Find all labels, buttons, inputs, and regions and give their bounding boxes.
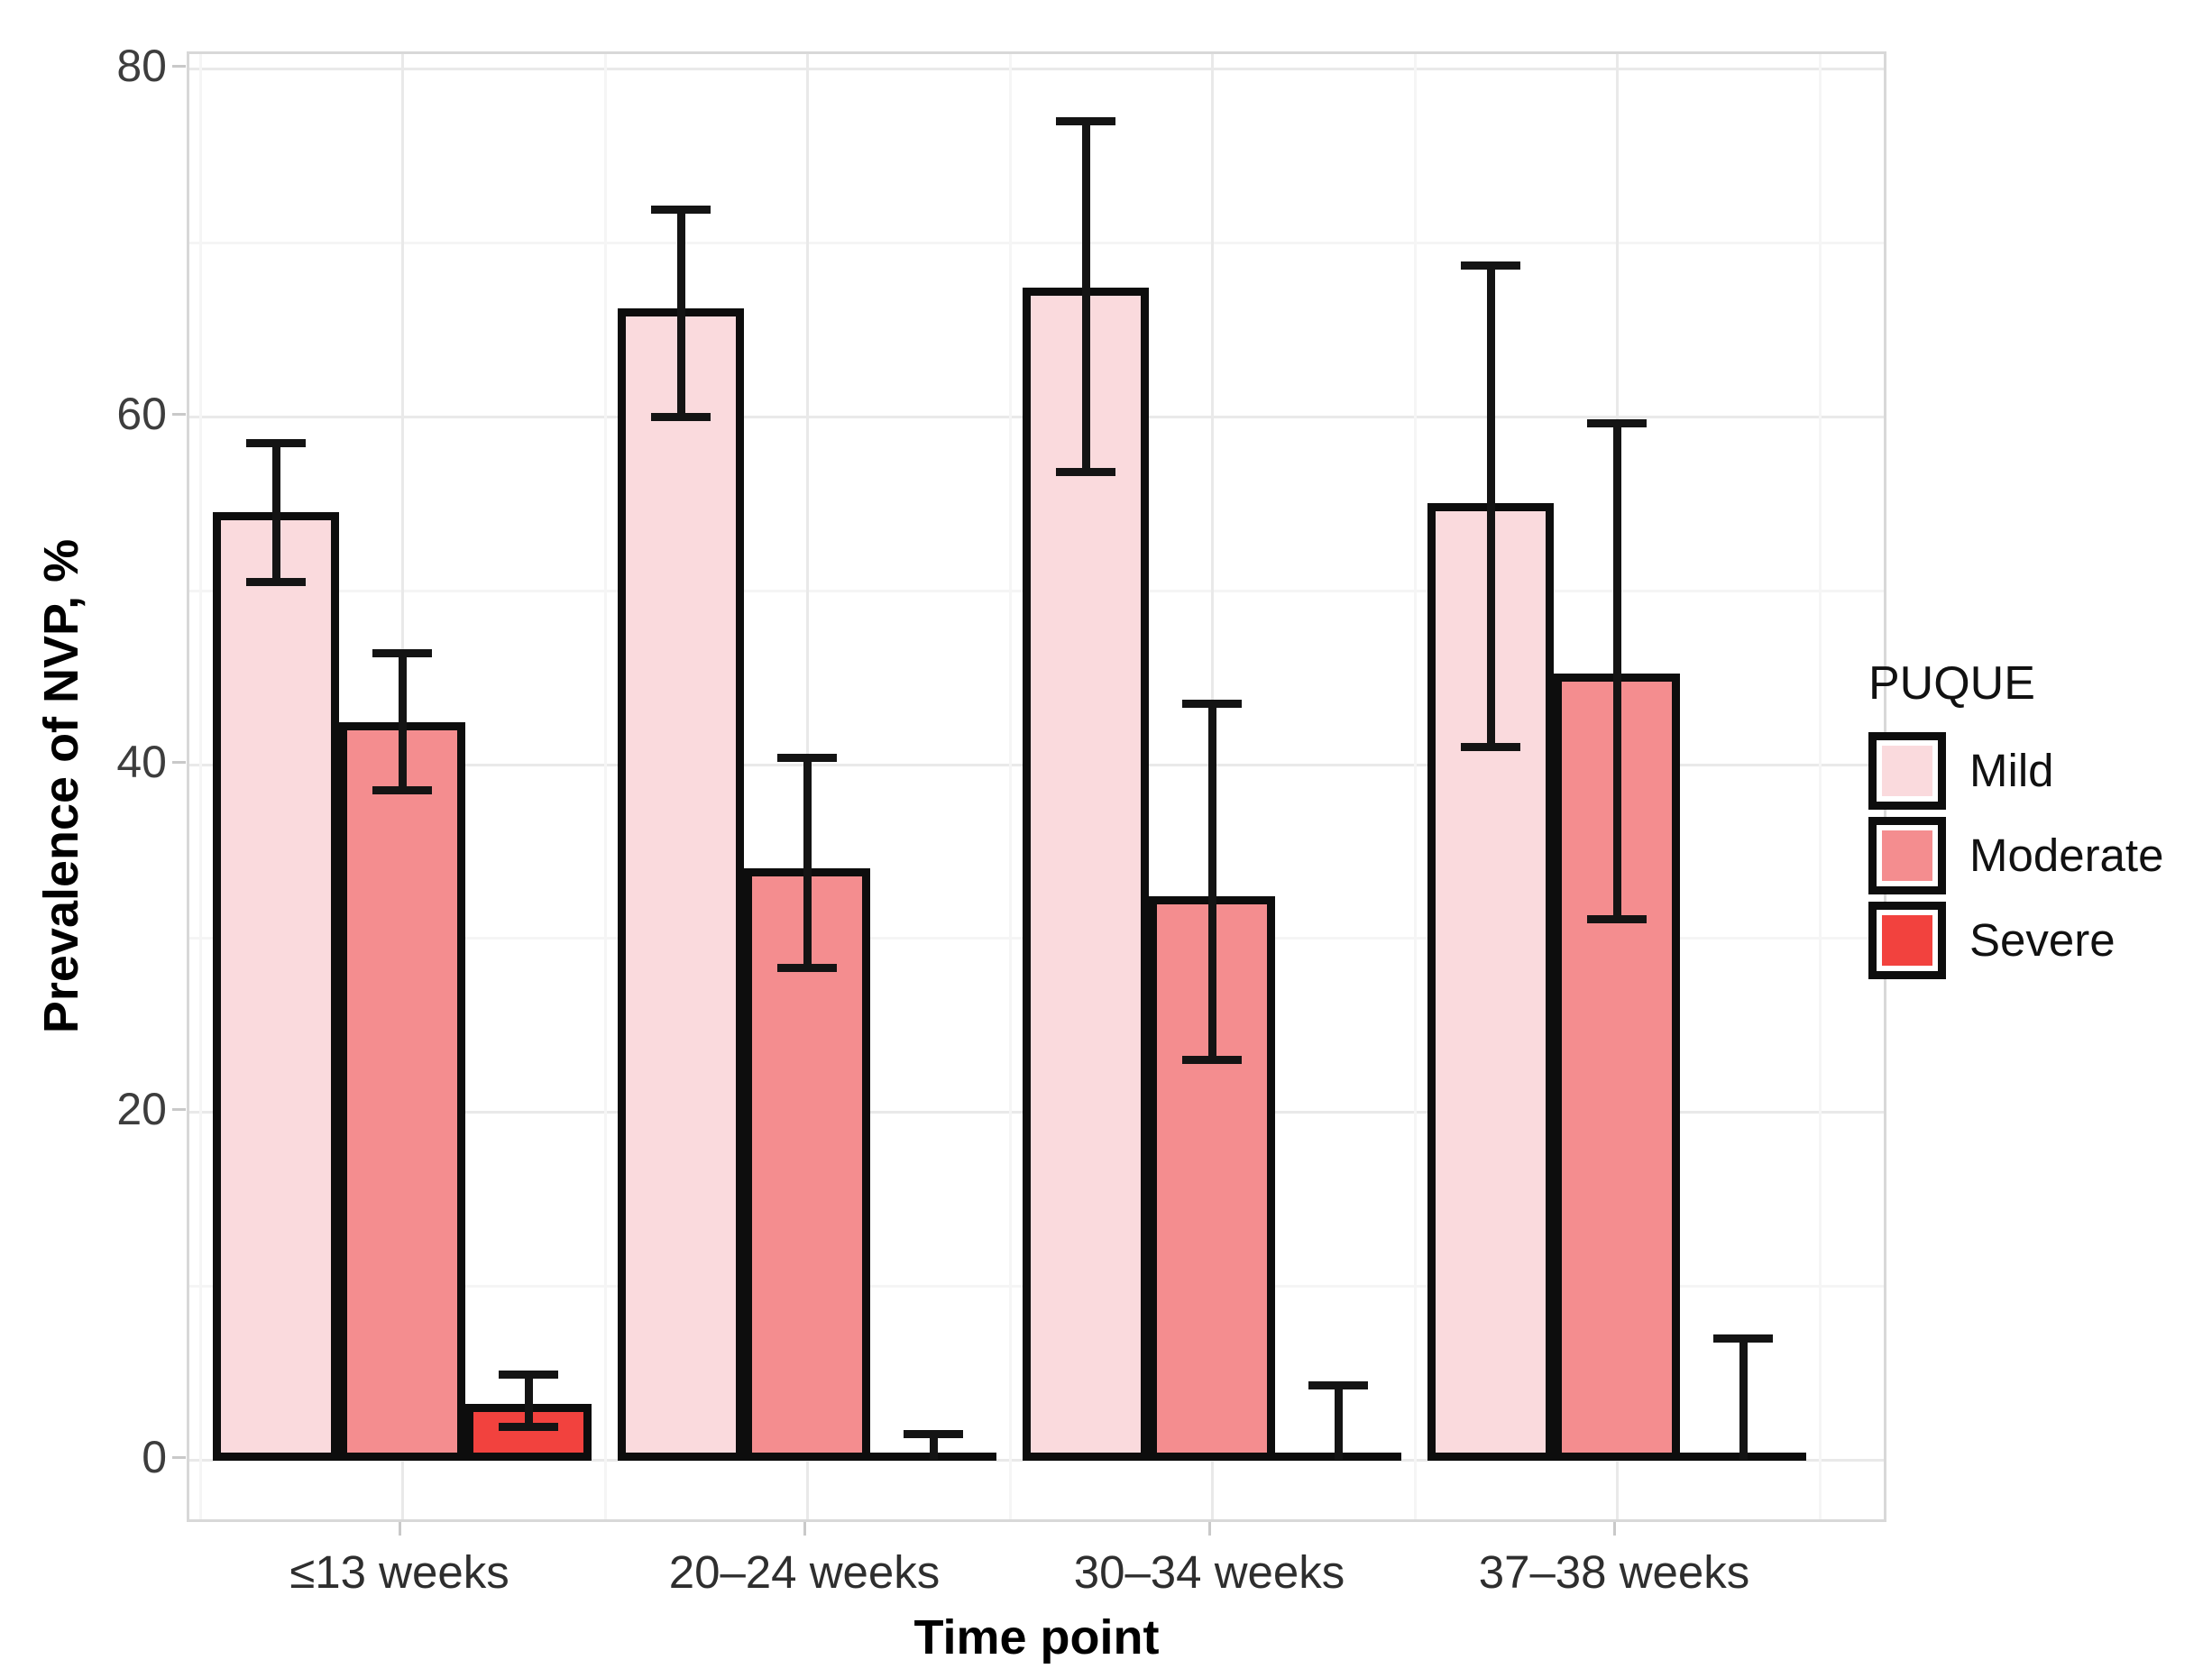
bar-moderate	[339, 722, 465, 1461]
legend-swatch-fill	[1882, 746, 1932, 796]
legend-label: Severe	[1969, 914, 2116, 966]
y-tick-label: 0	[142, 1432, 167, 1482]
gridline-minor-h	[189, 241, 1884, 244]
x-tick-label: ≤13 weeks	[289, 1546, 509, 1598]
legend-entry-severe: Severe	[1868, 902, 2163, 979]
legend-key-severe-swatch	[1868, 902, 1946, 979]
error-bar-line	[398, 653, 407, 791]
gridline-minor-v	[1008, 54, 1012, 1519]
error-bar-cap-top	[1461, 261, 1520, 270]
y-tick-mark	[172, 65, 186, 68]
y-tick-label: 20	[116, 1084, 167, 1135]
error-bar-line	[803, 756, 812, 968]
error-bar-cap-top	[1587, 419, 1647, 428]
gridline-minor-v	[1818, 54, 1822, 1519]
error-bar-cap-bottom	[499, 1423, 558, 1432]
error-bar-cap-bottom	[246, 577, 306, 586]
error-bar-cap-top	[1056, 116, 1115, 125]
error-bar-cap-top	[499, 1371, 558, 1380]
x-tick-label: 37–38 weeks	[1478, 1546, 1750, 1598]
error-bar-cap-top	[904, 1430, 963, 1439]
y-tick-mark	[172, 1456, 186, 1459]
legend: PUQUE Mild Moderate Severe	[1868, 656, 2163, 986]
error-bar-cap-top	[1308, 1381, 1368, 1390]
legend-key-mild-swatch	[1868, 732, 1946, 810]
x-tick-label: 20–24 weeks	[668, 1546, 941, 1598]
legend-swatch-fill	[1882, 830, 1932, 881]
legend-entry-mild: Mild	[1868, 732, 2163, 810]
gridline-minor-v	[198, 54, 202, 1519]
x-tick-mark	[1613, 1522, 1616, 1536]
bar-moderate	[1554, 674, 1680, 1461]
error-bar-cap-bottom	[372, 786, 432, 795]
error-bar-cap-bottom	[1182, 1056, 1242, 1065]
error-bar-cap-top	[1713, 1334, 1773, 1343]
x-tick-mark	[803, 1522, 806, 1536]
error-bar-cap-top	[1182, 699, 1242, 708]
error-bar-line	[676, 209, 685, 417]
legend-swatch-fill	[1882, 915, 1932, 966]
error-bar-line	[1081, 120, 1090, 472]
error-bar-cap-bottom	[1587, 915, 1647, 924]
error-bar-cap-top	[777, 753, 837, 762]
y-tick-mark	[172, 1108, 186, 1112]
error-bar-line	[1334, 1385, 1343, 1460]
error-bar-cap-bottom	[651, 412, 711, 421]
error-bar-line	[1207, 702, 1216, 1060]
error-bar-cap-top	[372, 649, 432, 658]
error-bar-line	[929, 1434, 938, 1460]
error-bar-line	[271, 442, 280, 582]
x-tick-label: 30–34 weeks	[1073, 1546, 1345, 1598]
legend-key-moderate-swatch	[1868, 817, 1946, 894]
y-tick-mark	[172, 760, 186, 764]
error-bar-cap-top	[651, 206, 711, 215]
error-bar-cap-top	[246, 438, 306, 447]
y-tick-label: 60	[116, 388, 167, 439]
x-tick-mark	[1208, 1522, 1211, 1536]
error-bar-cap-bottom	[1056, 468, 1115, 477]
plot-panel	[187, 51, 1886, 1522]
legend-entry-moderate: Moderate	[1868, 817, 2163, 894]
y-tick-label: 40	[116, 736, 167, 787]
bar-mild	[213, 511, 339, 1461]
legend-label: Moderate	[1969, 830, 2164, 881]
bar-mild	[618, 308, 744, 1461]
y-tick-mark	[172, 412, 186, 416]
error-bar-line	[524, 1374, 533, 1427]
gridline-minor-v	[603, 54, 607, 1519]
y-tick-label: 80	[116, 41, 167, 91]
x-tick-mark	[399, 1522, 401, 1536]
gridline-minor-v	[1413, 54, 1417, 1519]
error-bar-line	[1612, 423, 1621, 920]
error-bar-line	[1486, 264, 1495, 747]
legend-title: PUQUE	[1868, 657, 2035, 710]
bar-mild	[1023, 288, 1149, 1461]
error-bar-cap-bottom	[1461, 743, 1520, 752]
error-bar-line	[1739, 1337, 1748, 1460]
gridline-major-h	[189, 68, 1884, 70]
y-axis-title: Prevalence of NVP, %	[34, 538, 88, 1034]
error-bar-cap-bottom	[777, 964, 837, 973]
legend-label: Mild	[1969, 745, 2054, 796]
x-axis-title: Time point	[913, 1610, 1160, 1664]
legend-entries: Mild Moderate Severe	[1868, 732, 2163, 986]
